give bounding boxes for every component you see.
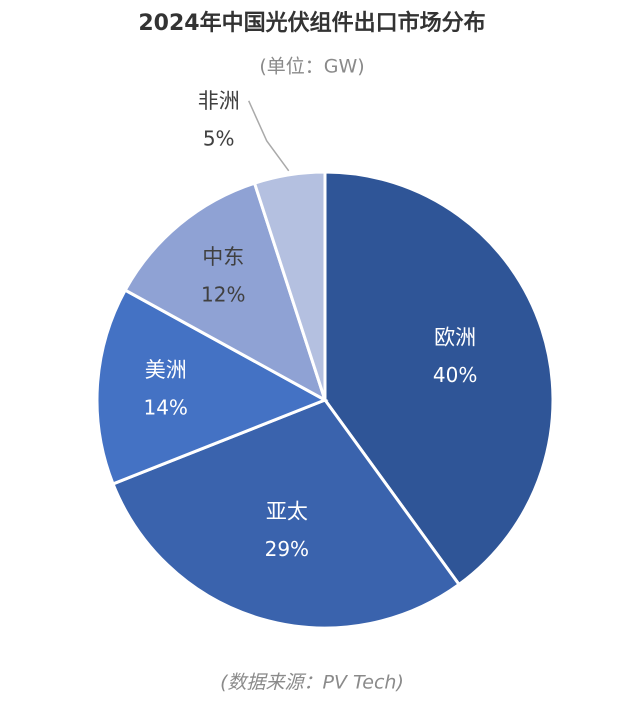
- leader-line: [248, 100, 290, 172]
- pie-slice: [123, 181, 328, 404]
- chart-subtitle: (单位：GW): [259, 56, 364, 78]
- slice-label: 中东: [202, 245, 244, 269]
- slice-label: 欧洲: [434, 326, 476, 350]
- chart-title: 2024年中国光伏组件出口市场分布: [138, 10, 485, 36]
- value-label: 12%: [201, 283, 245, 307]
- slice-label: 非洲: [198, 89, 240, 113]
- slice-label: 亚太: [266, 499, 308, 523]
- pie-slice: [95, 288, 329, 486]
- source-note: (数据来源：PV Tech): [220, 672, 404, 694]
- pie-slice: [252, 170, 327, 401]
- slice-label: 美洲: [145, 358, 187, 382]
- value-label: 40%: [433, 363, 477, 387]
- pie-slice: [323, 170, 555, 587]
- pie-slice: [111, 398, 462, 630]
- value-label: 29%: [265, 537, 309, 561]
- value-label: 14%: [143, 395, 187, 419]
- value-label: 5%: [203, 126, 235, 150]
